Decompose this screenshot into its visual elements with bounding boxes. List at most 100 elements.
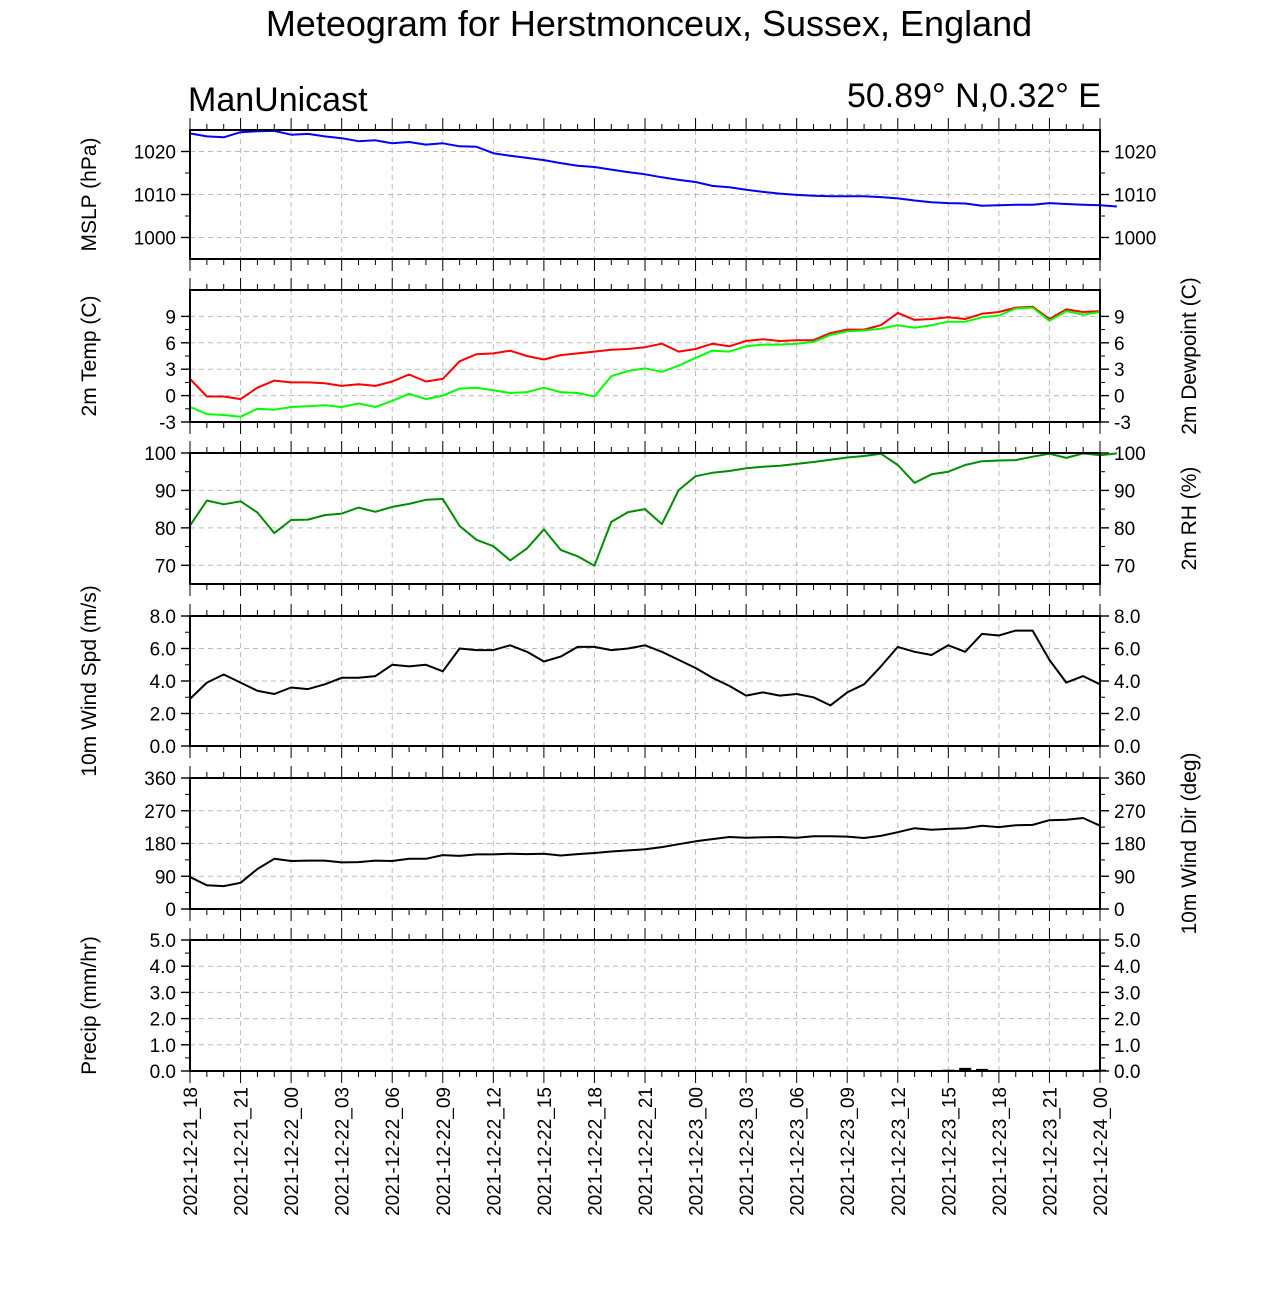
y-tick-label-right: 0.0 (1114, 1062, 1140, 1083)
y-tick-label-left: 0.0 (150, 737, 176, 758)
y-axis-title-right: 10m Wind Dir (deg) (1178, 752, 1201, 934)
y-axis-title-left: Precip (mm/hr) (78, 936, 101, 1075)
x-tick-label: 2021-12-22_03 (333, 1087, 354, 1216)
y-tick-label-left: 100 (144, 444, 176, 465)
series-line-5-1 (189, 817, 1101, 888)
y-tick-label-right: 5.0 (1114, 931, 1140, 952)
series-line-1-1 (189, 129, 1117, 208)
y-tick-label-left: 0 (165, 900, 176, 921)
y-tick-label-right: 3.0 (1114, 983, 1140, 1004)
x-tick-label: 2021-12-22_21 (636, 1087, 657, 1216)
x-tick-label: 2021-12-22_12 (484, 1087, 505, 1216)
x-tick-label: 2021-12-23_15 (939, 1087, 960, 1216)
y-tick-label-right: 6 (1114, 334, 1125, 355)
y-tick-label-right: 90 (1114, 481, 1135, 502)
y-tick-label-right: 70 (1114, 556, 1135, 577)
y-tick-label-left: 5.0 (150, 931, 176, 952)
y-tick-label-left: 4.0 (150, 957, 176, 978)
y-tick-label-left: 4.0 (150, 672, 176, 693)
y-tick-label-left: 2.0 (150, 705, 176, 726)
panel-5: 0 0 90 90 180 180 270 270 360 360 10m Wind Dir (de… (144, 752, 1201, 934)
page-title: Meteogram for Herstmonceux, Sussex, Engl… (265, 3, 1033, 44)
precip-bar (959, 1067, 972, 1071)
panel-frame (189, 289, 1101, 423)
y-tick-label-left: 6.0 (150, 640, 176, 661)
panel-2: -3 -3 0 0 3 3 6 6 9 9 2m Temp (C) 2m Dewpoint (C) (78, 277, 1201, 435)
y-tick-label-left: 70 (155, 556, 176, 577)
y-tick-label-left: 2.0 (150, 1010, 176, 1031)
model-label: ManUnicast (188, 81, 368, 119)
x-tick-label: 2021-12-24_00 (1091, 1087, 1112, 1216)
y-tick-label-left: 8.0 (150, 607, 176, 628)
y-tick-label-left: 270 (144, 802, 176, 823)
y-tick-label-right: 1.0 (1114, 1036, 1140, 1057)
y-axis-title-right: 2m RH (%) (1178, 467, 1201, 571)
y-tick-label-right: 1020 (1114, 143, 1156, 164)
x-tick-label: 2021-12-23_18 (990, 1087, 1011, 1216)
y-tick-label-right: 9 (1114, 307, 1125, 328)
y-tick-label-right: 1000 (1114, 229, 1156, 250)
y-tick-label-right: 4.0 (1114, 957, 1140, 978)
x-tick-label: 2021-12-23_03 (737, 1087, 758, 1216)
x-tick-label: 2021-12-22_15 (535, 1087, 556, 1216)
y-tick-label-left: 0.0 (150, 1062, 176, 1083)
y-tick-label-right: 8.0 (1114, 607, 1140, 628)
x-tick-label: 2021-12-23_21 (1040, 1087, 1061, 1216)
y-tick-label-right: 3 (1114, 360, 1125, 381)
y-axis-title-left: MSLP (hPa) (78, 138, 101, 252)
y-axis-title-left: 2m Temp (C) (78, 296, 101, 417)
y-tick-label-right: 6.0 (1114, 640, 1140, 661)
panel-frame (189, 939, 1101, 1072)
panel-frame (189, 129, 1101, 260)
y-tick-label-left: 90 (155, 867, 176, 888)
y-tick-label-left: -3 (159, 413, 176, 434)
series-line-4-1 (189, 629, 1101, 707)
panel-frame (189, 777, 1101, 910)
x-tick-label: 2021-12-23_12 (889, 1087, 910, 1216)
y-axis-title-left: 10m Wind Spd (m/s) (78, 585, 101, 776)
x-tick-label: 2021-12-23_09 (838, 1087, 859, 1216)
y-tick-label-left: 90 (155, 481, 176, 502)
panel-3: 70 70 80 80 90 90 100 100 2m RH (%) (144, 441, 1201, 596)
y-tick-label-left: 0 (165, 387, 176, 408)
series-line-3-1 (189, 452, 1118, 567)
y-tick-label-right: 270 (1114, 802, 1146, 823)
panel-6: 0.0 0.0 1.0 1.0 2.0 2.0 3.0 3.0 4.0 4.0 5.0 5.0 Prec… (78, 928, 1140, 1083)
x-tick-label: 2021-12-22_00 (282, 1087, 303, 1216)
y-tick-label-right: 360 (1114, 769, 1146, 790)
x-tick-label: 2021-12-22_06 (383, 1087, 404, 1216)
y-tick-label-left: 1.0 (150, 1036, 176, 1057)
y-tick-label-right: 0 (1114, 387, 1125, 408)
x-tick-label: 2021-12-21_21 (232, 1087, 253, 1216)
y-tick-label-left: 9 (165, 307, 176, 328)
series-line-2-2 (189, 306, 1101, 418)
panel-frame (189, 615, 1101, 747)
y-tick-label-left: 180 (144, 835, 176, 856)
coordinates-label: 50.89° N,0.32° E (846, 77, 1101, 115)
panel-4: 0.0 0.0 2.0 2.0 4.0 4.0 6.0 6.0 8.0 8.0 10m Wind S… (78, 585, 1140, 776)
y-tick-label-right: 0.0 (1114, 737, 1140, 758)
y-axis-title-right: 2m Dewpoint (C) (1178, 277, 1201, 435)
precip-bar (976, 1068, 989, 1071)
x-tick-label: 2021-12-23_00 (687, 1087, 708, 1216)
x-tick-label: 2021-12-21_18 (181, 1087, 202, 1216)
y-tick-label-right: 1010 (1114, 186, 1156, 207)
panel-frame (189, 452, 1101, 585)
y-tick-label-right: 2.0 (1114, 1010, 1140, 1031)
x-tick-label: 2021-12-23_06 (788, 1087, 809, 1216)
y-tick-label-right: 80 (1114, 519, 1135, 540)
y-tick-label-right: 2.0 (1114, 705, 1140, 726)
y-tick-label-left: 360 (144, 769, 176, 790)
y-tick-label-left: 3 (165, 360, 176, 381)
y-tick-label-right: 0 (1114, 900, 1125, 921)
y-tick-label-left: 1020 (134, 143, 176, 164)
y-tick-label-right: 4.0 (1114, 672, 1140, 693)
y-tick-label-left: 3.0 (150, 983, 176, 1004)
y-tick-label-right: 90 (1114, 867, 1135, 888)
y-tick-label-left: 6 (165, 334, 176, 355)
x-tick-label: 2021-12-22_18 (585, 1087, 606, 1216)
y-tick-label-right: 180 (1114, 835, 1146, 856)
y-tick-label-left: 1010 (134, 186, 176, 207)
panel-1: 1000 1000 1010 1010 1020 1020 MSLP (hPa) (78, 118, 1156, 271)
